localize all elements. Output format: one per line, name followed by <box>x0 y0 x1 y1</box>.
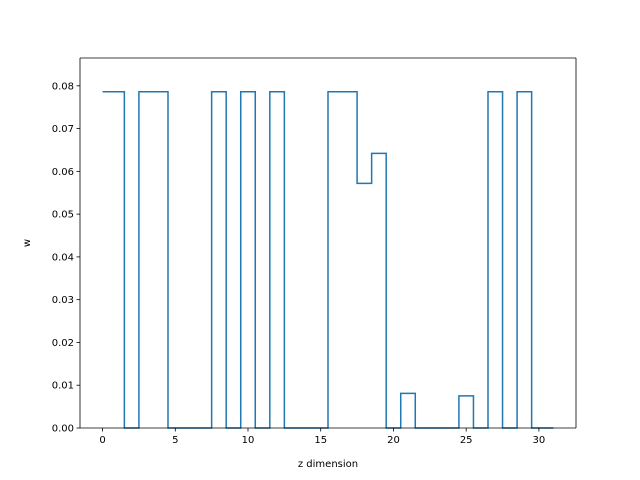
x-tick-label: 20 <box>387 435 400 446</box>
axes-frame <box>79 57 577 429</box>
x-tick-label: 5 <box>172 435 178 446</box>
y-tick-label: 0.06 <box>52 167 74 178</box>
x-tick-label: 30 <box>533 435 546 446</box>
x-tick-label: 0 <box>99 435 105 446</box>
x-tick-label: 15 <box>314 435 327 446</box>
y-axis-label: w <box>22 239 33 247</box>
x-tick-label: 10 <box>242 435 255 446</box>
y-tick-label: 0.04 <box>52 252 74 263</box>
y-tick-label: 0.03 <box>52 295 74 306</box>
x-tick-label: 25 <box>460 435 473 446</box>
y-tick-label: 0.00 <box>52 424 74 435</box>
y-tick-label: 0.07 <box>52 124 74 135</box>
x-axis-label: z dimension <box>298 459 358 470</box>
y-tick-label: 0.02 <box>52 338 74 349</box>
y-tick-label: 0.05 <box>52 210 74 221</box>
y-tick-label: 0.01 <box>52 381 74 392</box>
x-axis-ticks: 0 5 10 15 20 25 30 <box>99 428 545 446</box>
y-tick-label: 0.08 <box>52 81 74 92</box>
y-axis-ticks: 0.00 0.01 0.02 0.03 0.04 0.05 0.06 0.07 0.08 <box>52 81 80 435</box>
